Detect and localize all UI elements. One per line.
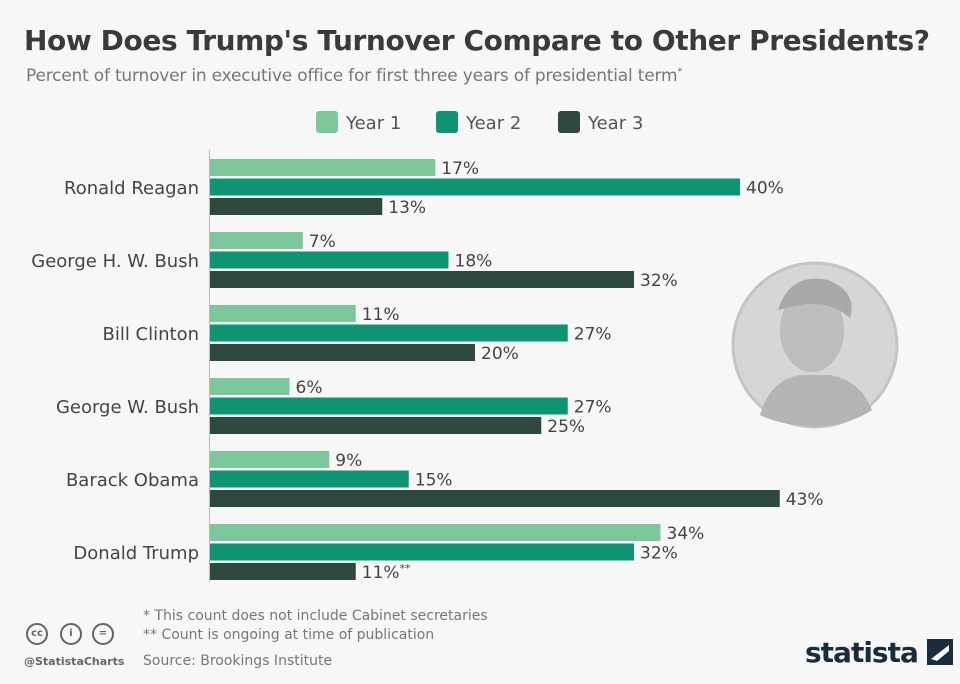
data-label: 43% <box>786 490 824 510</box>
attribution-icon[interactable]: i <box>60 623 82 645</box>
portrait-silhouette-body <box>760 375 872 427</box>
data-label: 27% <box>574 325 612 345</box>
legend-label-3: Year 3 <box>587 113 643 134</box>
legend-swatch-3 <box>558 111 580 133</box>
bar-year-1 <box>210 159 436 176</box>
bar-year-3 <box>210 198 383 215</box>
data-label: 27% <box>574 398 612 418</box>
portrait-silhouette-head <box>780 288 844 372</box>
bar-year-2 <box>210 543 634 561</box>
data-label: 25% <box>547 417 585 437</box>
data-label: 17% <box>441 159 479 179</box>
portrait-silhouette-hair <box>778 278 852 318</box>
data-label: 20% <box>481 344 519 364</box>
bar-year-1 <box>210 378 290 395</box>
data-label: 7% <box>309 232 336 252</box>
legend-swatch-2 <box>436 111 458 133</box>
bar-year-2 <box>210 251 449 269</box>
legend-swatch-1 <box>316 111 338 133</box>
bar-year-2 <box>210 178 740 196</box>
bar-year-1 <box>210 232 303 249</box>
footnote-1: * This count does not include Cabinet se… <box>143 608 488 624</box>
bar-year-3 <box>210 563 356 580</box>
bar-year-2 <box>210 470 409 488</box>
bar-year-3 <box>210 490 780 507</box>
source: Source: Brookings Institute <box>143 653 333 669</box>
data-label: 9% <box>335 451 362 471</box>
bar-year-1 <box>210 524 661 541</box>
bar-year-2 <box>210 397 568 415</box>
bar-year-3 <box>210 417 542 434</box>
data-label: 6% <box>296 378 323 398</box>
bar-year-3 <box>210 271 634 288</box>
bar-year-1 <box>210 305 356 322</box>
chart-title: How Does Trump's Turnover Compare to Oth… <box>24 24 930 57</box>
data-label: 11% <box>362 305 400 325</box>
logo-text: statista <box>805 636 919 669</box>
category-label: Barack Obama <box>66 470 199 491</box>
statista-logo-icon <box>926 639 953 665</box>
category-label: George H. W. Bush <box>31 251 199 272</box>
category-label: Donald Trump <box>73 543 199 564</box>
bar-year-2 <box>210 324 568 342</box>
data-label: 32% <box>640 271 678 291</box>
data-label: 18% <box>455 252 493 272</box>
bar-chart: Year 1 Year 2 Year 3 Ronald Reagan 17% 40% 13%… <box>31 111 899 583</box>
legend-label-2: Year 2 <box>465 113 521 134</box>
cc-icon[interactable]: cc <box>26 623 48 645</box>
data-label: 40% <box>746 179 784 199</box>
category-label: Ronald Reagan <box>64 178 199 199</box>
data-label: 13% <box>388 198 426 218</box>
subtitle-text: Percent of turnover in executive office … <box>26 66 678 86</box>
subtitle-footnote-mark: * <box>677 66 683 78</box>
data-label: 34% <box>667 524 705 544</box>
category-label: Bill Clinton <box>102 324 199 345</box>
bar-year-3 <box>210 344 475 361</box>
footnote-2: ** Count is ongoing at time of publicati… <box>143 627 435 643</box>
legend-label-1: Year 1 <box>345 113 401 134</box>
twitter-handle[interactable]: @StatistaCharts <box>24 655 125 668</box>
statista-logo[interactable]: statista <box>805 636 953 669</box>
bar-year-1 <box>210 451 330 468</box>
chart-subtitle: Percent of turnover in executive office … <box>26 66 682 86</box>
category-label: George W. Bush <box>56 397 199 418</box>
data-label: 11%** <box>362 562 411 583</box>
data-label: 32% <box>640 544 678 564</box>
no-derivatives-icon[interactable]: = <box>92 623 114 645</box>
data-label: 15% <box>415 471 453 491</box>
